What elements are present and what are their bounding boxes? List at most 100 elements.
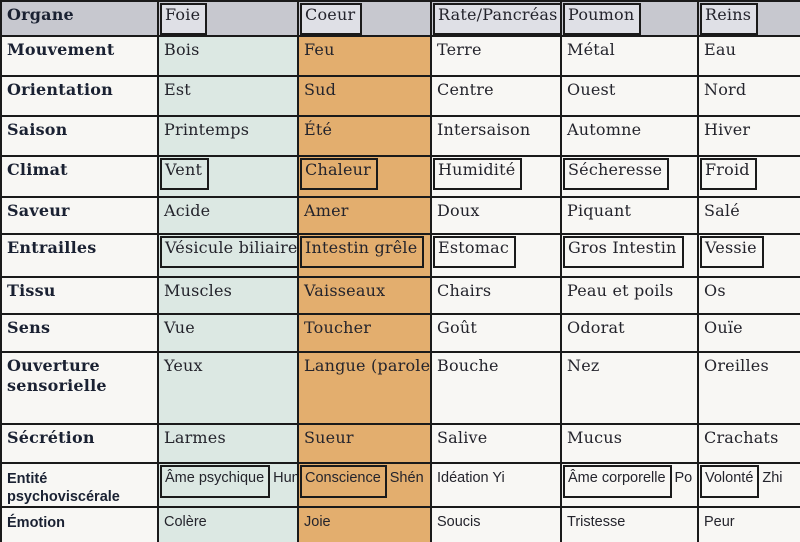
term-suffix: Hun bbox=[273, 470, 298, 487]
table-row-emotion: Émotion Colère Joie Soucis Tristesse Peu… bbox=[0, 506, 800, 542]
table-row-entrailles: Entrailles Vésicule biliaire Intestin gr… bbox=[0, 233, 800, 279]
table-cell: Vue bbox=[157, 313, 299, 354]
table-cell: Mucus bbox=[560, 423, 699, 465]
table-cell: Reins bbox=[697, 0, 800, 38]
table-cell: Soucis bbox=[430, 506, 562, 542]
table-row-tissu: Tissu Muscles Vaisseaux Chairs Peau et p… bbox=[0, 276, 800, 316]
table-row-climat: Climat Vent Chaleur Humidité Sécheresse … bbox=[0, 155, 800, 199]
table-cell: Centre bbox=[430, 75, 562, 118]
organ-header-foie: Foie bbox=[160, 3, 208, 35]
row-label-saison: Saison bbox=[0, 115, 159, 158]
table-cell: Oreilles bbox=[697, 351, 800, 426]
table-row-orientation: Orientation Est Sud Centre Ouest Nord bbox=[0, 75, 800, 118]
table-cell: Ouest bbox=[560, 75, 699, 118]
table-cell: Humidité bbox=[430, 155, 562, 199]
table-cell: Peur bbox=[697, 506, 800, 542]
table-cell: Os bbox=[697, 276, 800, 316]
table-cell: Salé bbox=[697, 196, 800, 236]
boxed-term: Volonté bbox=[700, 465, 760, 498]
boxed-term: Vésicule biliaire bbox=[160, 236, 296, 269]
table-cell: Yeux bbox=[157, 351, 299, 426]
boxed-term: Intestin grêle bbox=[300, 236, 425, 269]
term-suffix: Shén bbox=[389, 470, 424, 487]
table-cell: Froid bbox=[697, 155, 800, 199]
row-label-secretion: Sécrétion bbox=[0, 423, 159, 465]
table-cell: Feu bbox=[297, 35, 432, 78]
boxed-term: Froid bbox=[700, 158, 757, 191]
table-cell: Printemps bbox=[157, 115, 299, 158]
table-cell: Automne bbox=[560, 115, 699, 158]
table-cell: Sécheresse bbox=[560, 155, 699, 199]
table-cell: Âme corporelle Po bbox=[560, 462, 699, 509]
table-cell: Salive bbox=[430, 423, 562, 465]
table-cell: Poumon bbox=[560, 0, 699, 38]
row-label-ouverture-sensorielle: Ouverture sensorielle bbox=[0, 351, 159, 426]
table-cell: Conscience Shén bbox=[297, 462, 432, 509]
boxed-term: Sécheresse bbox=[563, 158, 670, 191]
row-label-mouvement: Mouvement bbox=[0, 35, 159, 78]
table-cell: Nez bbox=[560, 351, 699, 426]
row-label-entrailles: Entrailles bbox=[0, 233, 159, 279]
row-label-emotion: Émotion bbox=[0, 506, 159, 542]
table-row-saison: Saison Printemps Été Intersaison Automne… bbox=[0, 115, 800, 158]
boxed-term: Vent bbox=[160, 158, 210, 191]
boxed-term: Chaleur bbox=[300, 158, 379, 191]
row-label-entite-psychoviscerale: Entité psychoviscérale bbox=[0, 462, 159, 509]
table-cell: Rate/Pancréas bbox=[430, 0, 562, 38]
table-cell: Amer bbox=[297, 196, 432, 236]
boxed-term: Vessie bbox=[700, 236, 764, 269]
table-cell: Foie bbox=[157, 0, 299, 38]
table-cell: Coeur bbox=[297, 0, 432, 38]
boxed-term: Humidité bbox=[433, 158, 523, 191]
table-cell: Piquant bbox=[560, 196, 699, 236]
table-cell: Muscles bbox=[157, 276, 299, 316]
table-cell: Est bbox=[157, 75, 299, 118]
table-cell: Intersaison bbox=[430, 115, 562, 158]
table-row-entite-psychoviscerale: Entité psychoviscérale Âme psychique Hun … bbox=[0, 462, 800, 509]
table-cell: Bois bbox=[157, 35, 299, 78]
table-cell: Métal bbox=[560, 35, 699, 78]
row-label-organe: Organe bbox=[0, 0, 159, 38]
table-cell: Été bbox=[297, 115, 432, 158]
table-row-sens: Sens Vue Toucher Goût Odorat Ouïe bbox=[0, 313, 800, 354]
table-cell: Vessie bbox=[697, 233, 800, 279]
table-cell: Peau et poils bbox=[560, 276, 699, 316]
boxed-term: Gros Intestin bbox=[563, 236, 684, 269]
table-cell: Vaisseaux bbox=[297, 276, 432, 316]
table-cell: Joie bbox=[297, 506, 432, 542]
table-cell: Acide bbox=[157, 196, 299, 236]
table-cell: Ouïe bbox=[697, 313, 800, 354]
table-row-ouverture-sensorielle: Ouverture sensorielle Yeux Langue (parol… bbox=[0, 351, 800, 426]
boxed-term: Conscience bbox=[300, 465, 387, 498]
table-cell: Terre bbox=[430, 35, 562, 78]
row-label-climat: Climat bbox=[0, 155, 159, 199]
table-cell: Eau bbox=[697, 35, 800, 78]
row-label-orientation: Orientation bbox=[0, 75, 159, 118]
table-cell: Âme psychique Hun bbox=[157, 462, 299, 509]
table-row-saveur: Saveur Acide Amer Doux Piquant Salé bbox=[0, 196, 800, 236]
table-cell: Langue (parole) bbox=[297, 351, 432, 426]
table-cell: Odorat bbox=[560, 313, 699, 354]
table-cell: Estomac bbox=[430, 233, 562, 279]
term-suffix: Zhi bbox=[762, 470, 783, 487]
table-cell: Bouche bbox=[430, 351, 562, 426]
table-cell: Volonté Zhi bbox=[697, 462, 800, 509]
table-cell: Nord bbox=[697, 75, 800, 118]
term-suffix: Po bbox=[674, 470, 693, 487]
table-row-organe: Organe Foie Coeur Rate/Pancréas Poumon R… bbox=[0, 0, 800, 38]
table-cell: Hiver bbox=[697, 115, 800, 158]
table-cell: Idéation Yi bbox=[430, 462, 562, 509]
table-cell: Sueur bbox=[297, 423, 432, 465]
table-row-mouvement: Mouvement Bois Feu Terre Métal Eau bbox=[0, 35, 800, 78]
organ-header-poumon: Poumon bbox=[563, 3, 642, 35]
table-cell: Sud bbox=[297, 75, 432, 118]
organ-header-coeur: Coeur bbox=[300, 3, 363, 35]
table-cell: Toucher bbox=[297, 313, 432, 354]
row-label-saveur: Saveur bbox=[0, 196, 159, 236]
table-cell: Vésicule biliaire bbox=[157, 233, 299, 279]
row-label-tissu: Tissu bbox=[0, 276, 159, 316]
table-cell: Gros Intestin bbox=[560, 233, 699, 279]
table-cell: Chairs bbox=[430, 276, 562, 316]
table-cell: Larmes bbox=[157, 423, 299, 465]
table-cell: Crachats bbox=[697, 423, 800, 465]
